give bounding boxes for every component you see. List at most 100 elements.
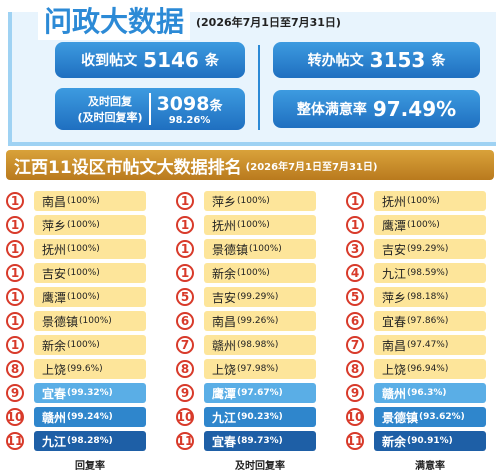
rate: (99.26%)	[237, 316, 279, 326]
rank: 5	[176, 288, 194, 306]
rank: 10	[176, 408, 194, 426]
city: 九江	[212, 410, 237, 425]
rate: (100%)	[237, 268, 270, 278]
label: 及时回复	[88, 95, 133, 108]
rate: (100%)	[237, 220, 270, 230]
value: 3098	[156, 92, 210, 115]
city: 九江	[382, 266, 407, 281]
labels: 及时回复 (及时回复率)	[78, 93, 151, 125]
city: 景德镇	[42, 314, 79, 329]
rate: (90.91%)	[407, 436, 453, 446]
city: 赣州	[212, 338, 237, 353]
ranking-date: (2026年7月1日至7月31日)	[245, 161, 378, 173]
rank: 1	[6, 288, 24, 306]
city: 吉安	[42, 266, 67, 281]
rate: 98.26%	[168, 114, 211, 126]
rank: 9	[6, 384, 24, 402]
rank: 1	[6, 192, 24, 210]
rate: (97.98%)	[237, 364, 279, 374]
rank: 7	[346, 336, 364, 354]
rank-row: 南昌 (100%)	[34, 191, 146, 211]
rate: (99.6%)	[67, 364, 103, 374]
column-label: 回复率	[75, 461, 105, 470]
rate: (99.29%)	[237, 292, 279, 302]
stat-satisfaction: 整体满意率 97.49%	[273, 90, 480, 128]
city: 吉安	[212, 290, 237, 305]
rank: 10	[346, 408, 364, 426]
rate: (100%)	[407, 220, 440, 230]
rank-row: 鹰潭 (100%)	[374, 215, 486, 235]
rank-row: 抚州 (100%)	[204, 215, 316, 235]
rank-row: 吉安 (99.29%)	[204, 287, 316, 307]
rank: 1	[176, 216, 194, 234]
rate: (100%)	[67, 340, 100, 350]
city: 抚州	[212, 218, 237, 233]
rank-row: 萍乡 (100%)	[204, 191, 316, 211]
rank: 9	[346, 384, 364, 402]
rank-row: 赣州 (96.3%)	[374, 383, 486, 403]
rank-row: 宜春 (99.32%)	[34, 383, 146, 403]
rank: 8	[176, 360, 194, 378]
city: 鹰潭	[382, 218, 407, 233]
rate: (99.29%)	[407, 244, 449, 254]
rank: 3	[346, 240, 364, 258]
city: 宜春	[212, 434, 237, 449]
city: 萍乡	[212, 194, 237, 209]
city: 九江	[42, 434, 67, 449]
city: 宜春	[42, 386, 67, 401]
rank-row: 新余 (90.91%)	[374, 431, 486, 451]
rank: 1	[6, 312, 24, 330]
city: 南昌	[212, 314, 237, 329]
rank: 8	[346, 360, 364, 378]
rate: (98.98%)	[237, 340, 279, 350]
city: 新余	[42, 338, 67, 353]
rank: 5	[346, 288, 364, 306]
rank-row: 宜春 (89.73%)	[204, 431, 316, 451]
city: 赣州	[382, 386, 407, 401]
rank-row: 南昌 (97.47%)	[374, 335, 486, 355]
rank: 6	[346, 312, 364, 330]
rate: (100%)	[249, 244, 282, 254]
rank: 1	[346, 216, 364, 234]
rate: (100%)	[237, 196, 270, 206]
ranking-banner: 江西11设区市帖文大数据排名 (2026年7月1日至7月31日)	[6, 150, 494, 180]
unit: 条	[209, 98, 223, 114]
rate: (99.32%)	[67, 388, 113, 398]
values: 3098条 98.26%	[157, 93, 223, 126]
rate: (97.86%)	[407, 316, 449, 326]
label: 整体满意率	[296, 102, 367, 118]
sublabel: (及时回复率)	[77, 111, 143, 124]
rank-row: 宜春 (97.86%)	[374, 311, 486, 331]
city: 上饶	[382, 362, 407, 377]
city: 上饶	[42, 362, 67, 377]
rank-row: 新余 (100%)	[34, 335, 146, 355]
rate: (98.18%)	[407, 292, 449, 302]
rate: (100%)	[79, 316, 112, 326]
rank: 1	[176, 240, 194, 258]
unit: 条	[204, 53, 219, 69]
rank: 1	[6, 216, 24, 234]
city: 宜春	[382, 314, 407, 329]
city: 吉安	[382, 242, 407, 257]
rate: (97.47%)	[407, 340, 449, 350]
rank-row: 新余 (100%)	[204, 263, 316, 283]
rank-row: 九江 (98.59%)	[374, 263, 486, 283]
column-label: 满意率	[415, 461, 445, 470]
rank-row: 上饶 (99.6%)	[34, 359, 146, 379]
rank: 11	[6, 432, 24, 450]
stat-received: 收到帖文 5146 条	[55, 42, 245, 78]
rate: (100%)	[67, 268, 100, 278]
rank-row: 鹰潭 (97.67%)	[204, 383, 316, 403]
rank-row: 吉安 (99.29%)	[374, 239, 486, 259]
city: 景德镇	[382, 410, 419, 425]
rank-row: 景德镇 (93.62%)	[374, 407, 486, 427]
rank: 1	[6, 264, 24, 282]
stat-transferred: 转办帖文 3153 条	[273, 42, 480, 78]
rank: 7	[176, 336, 194, 354]
city: 南昌	[382, 338, 407, 353]
rate: (96.3%)	[407, 388, 447, 398]
rate: (93.62%)	[419, 412, 465, 422]
stat-timely: 及时回复 (及时回复率) 3098条 98.26%	[55, 88, 245, 130]
rank-row: 萍乡 (98.18%)	[374, 287, 486, 307]
rank-row: 鹰潭 (100%)	[34, 287, 146, 307]
